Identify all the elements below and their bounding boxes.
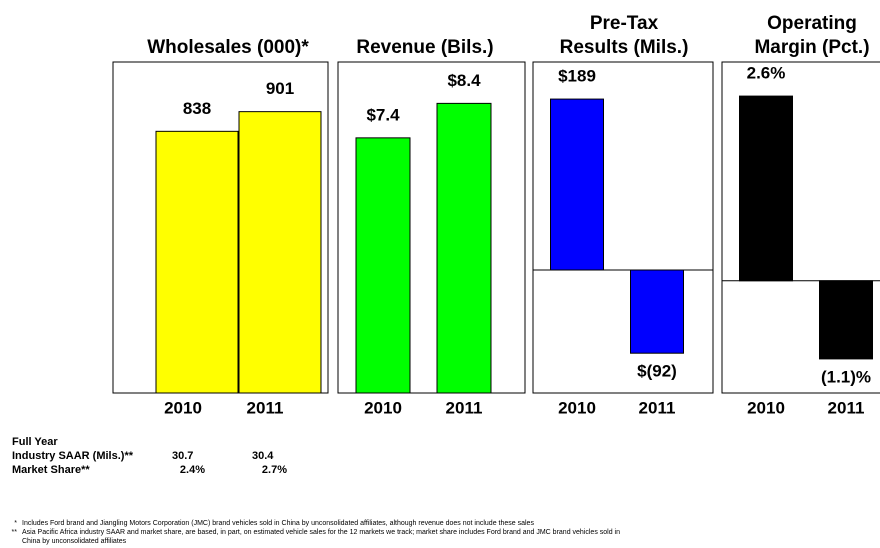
footnote-text: Includes Ford brand and Jiangling Motors… bbox=[22, 520, 534, 527]
value-label: 838 bbox=[183, 99, 211, 118]
panel-title: Results (Mils.) bbox=[560, 37, 689, 58]
panel-title: Pre-Tax bbox=[590, 13, 659, 34]
bar bbox=[436, 102, 492, 394]
bar bbox=[355, 137, 411, 394]
panel-title: Operating bbox=[767, 13, 857, 34]
panel-title: Revenue (Bils.) bbox=[356, 37, 493, 58]
value-label: 901 bbox=[266, 79, 294, 98]
value-label: 2.6% bbox=[747, 64, 786, 83]
table-cell: Market Share** bbox=[12, 464, 90, 476]
footnote-mark: * bbox=[14, 520, 17, 527]
value-label: $7.4 bbox=[366, 105, 400, 124]
category-label: 2011 bbox=[828, 398, 865, 417]
category-label: 2011 bbox=[247, 398, 284, 417]
bar bbox=[155, 130, 239, 394]
bar bbox=[238, 111, 322, 394]
category-label: 2010 bbox=[164, 398, 202, 417]
table-cell: Industry SAAR (Mils.)** bbox=[12, 450, 134, 462]
category-label: 2011 bbox=[446, 398, 483, 417]
bar bbox=[819, 280, 873, 360]
category-label: 2010 bbox=[558, 398, 596, 417]
table-cell: 2.7% bbox=[262, 464, 287, 476]
footnote-mark: ** bbox=[12, 529, 18, 536]
bar bbox=[550, 98, 604, 271]
table-cell: 2.4% bbox=[180, 464, 205, 476]
bar bbox=[739, 95, 793, 282]
panel-title: Margin (Pct.) bbox=[754, 37, 869, 58]
bar bbox=[630, 269, 684, 354]
footnote-text: Asia Pacific Africa industry SAAR and ma… bbox=[22, 529, 620, 536]
category-label: 2010 bbox=[747, 398, 785, 417]
table-cell: 30.4 bbox=[252, 450, 274, 462]
category-label: 2011 bbox=[639, 398, 676, 417]
category-label: 2010 bbox=[364, 398, 402, 417]
value-label: $189 bbox=[558, 67, 596, 86]
value-label: (1.1)% bbox=[821, 367, 871, 386]
value-label: $8.4 bbox=[447, 71, 481, 90]
footnote-text: China by unconsolidated affiliates bbox=[22, 538, 127, 545]
table-title: Full Year bbox=[12, 436, 58, 448]
panel-title: Wholesales (000)* bbox=[147, 37, 309, 58]
table-cell: 30.7 bbox=[172, 450, 193, 462]
value-label: $(92) bbox=[637, 362, 677, 381]
